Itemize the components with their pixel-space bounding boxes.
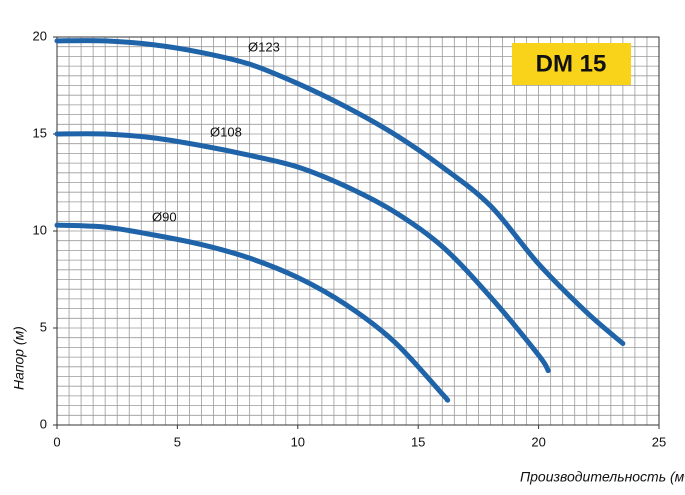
title-box	[512, 43, 631, 85]
curve	[54, 131, 551, 374]
x-tick-label: 0	[53, 434, 60, 449]
y-tick-label: 0	[40, 416, 47, 431]
x-tick-label: 15	[411, 434, 425, 449]
x-axis-label: Производительность (м³/ч)	[520, 469, 685, 485]
y-tick-label: 15	[33, 125, 47, 140]
curve-label: Ø90	[152, 209, 177, 224]
curve	[54, 222, 451, 403]
y-axis-label: Напор (м)	[11, 326, 27, 390]
y-tick-label: 20	[33, 28, 47, 43]
y-tick-label: 5	[40, 319, 47, 334]
x-tick-label: 20	[531, 434, 545, 449]
chart-title: DM 15	[536, 50, 607, 77]
curve	[54, 38, 626, 347]
x-tick-label: 10	[291, 434, 305, 449]
curve-label: Ø108	[210, 124, 242, 139]
x-tick-label: 5	[174, 434, 181, 449]
y-tick-label: 10	[33, 222, 47, 237]
curve-label: Ø123	[248, 39, 280, 54]
x-tick-label: 25	[652, 434, 666, 449]
